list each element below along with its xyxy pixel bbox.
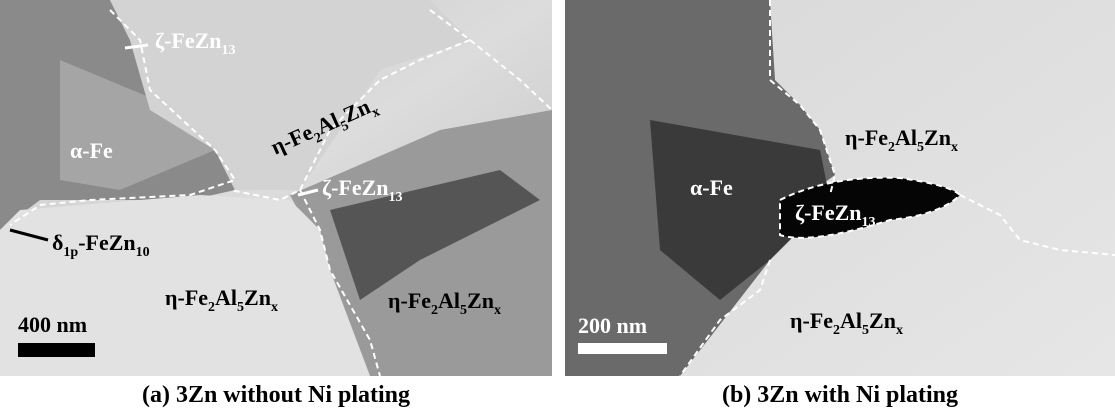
subscript: 2 <box>888 140 895 155</box>
subscript: x <box>494 303 501 318</box>
subscript: x <box>951 140 958 155</box>
label-text: Zn <box>924 125 951 150</box>
label-text: Zn <box>869 308 896 333</box>
scale-bar-label: 200 nm <box>578 313 647 338</box>
label-text: Al <box>840 308 862 333</box>
subscript: 5 <box>917 140 924 155</box>
figure: ζ-FeZn13η-Fe2Al5Znxα-Feζ-FeZn13δ1p-FeZn1… <box>0 0 1115 416</box>
subscript: 13 <box>389 190 403 205</box>
phase-label: α-Fe <box>70 138 113 163</box>
subscript: 2 <box>208 300 215 315</box>
label-text: α-Fe <box>690 175 733 200</box>
subscript: 2 <box>431 303 438 318</box>
subscript: 10 <box>136 245 150 260</box>
phase-label: α-Fe <box>690 175 733 200</box>
label-text: ζ-FeZn <box>795 200 862 225</box>
label-text: Al <box>438 288 460 313</box>
label-text: Al <box>215 285 237 310</box>
subscript: 5 <box>862 323 869 338</box>
subscript: 5 <box>237 300 244 315</box>
label-text: Zn <box>244 285 271 310</box>
subscript: x <box>896 323 903 338</box>
label-text: -FeZn <box>78 230 135 255</box>
label-text: Zn <box>467 288 494 313</box>
label-text: ζ-FeZn <box>322 175 389 200</box>
label-text: α-Fe <box>70 138 113 163</box>
scale-bar-label: 400 nm <box>18 312 87 337</box>
caption: (a) 3Zn without Ni plating <box>142 382 410 408</box>
subscript: 5 <box>460 303 467 318</box>
subscript: x <box>271 300 278 315</box>
label-text: η-Fe <box>790 308 833 333</box>
label-text: ζ-FeZn <box>155 28 222 53</box>
subscript: 13 <box>862 215 876 230</box>
label-text: Al <box>895 125 917 150</box>
label-text: η-Fe <box>165 285 208 310</box>
subscript: 13 <box>222 43 236 58</box>
label-text: η-Fe <box>388 288 431 313</box>
caption: (b) 3Zn with Ni plating <box>722 382 958 408</box>
subscript: 2 <box>833 323 840 338</box>
label-text: δ <box>52 230 63 255</box>
label-text: η-Fe <box>845 125 888 150</box>
subscript: 1p <box>63 245 78 260</box>
